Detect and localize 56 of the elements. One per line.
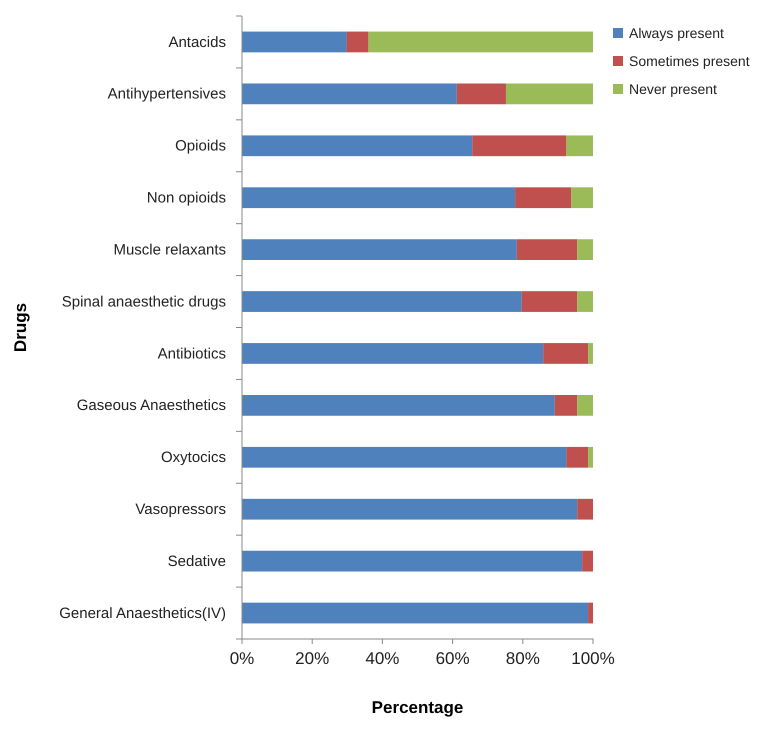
bar [242, 498, 578, 520]
bar [543, 343, 588, 364]
y-tick-label: Antacids [168, 34, 226, 51]
bar [516, 239, 578, 260]
x-tick-label: 100% [571, 649, 615, 668]
y-tick-label: General Anaesthetics(IV) [59, 604, 226, 622]
bar [554, 394, 578, 416]
bar [566, 446, 588, 468]
y-tick-label: Sedative [168, 552, 226, 570]
y-tick-label: Muscle relaxants [113, 241, 226, 258]
bar [582, 550, 593, 572]
bar [522, 291, 578, 312]
y-axis-title: Drugs [11, 302, 30, 352]
bar [577, 498, 593, 520]
bar [242, 83, 457, 104]
bar [566, 135, 593, 156]
y-tick-label: Opioids [175, 138, 226, 155]
bar [242, 187, 516, 208]
bar [588, 343, 593, 364]
y-tick-label: Spinal anaesthetic drugs [62, 293, 226, 310]
bar [368, 32, 593, 52]
x-tick-label: 80% [506, 649, 540, 668]
bar [242, 446, 566, 468]
bar [571, 187, 593, 208]
legend-label: Always present [629, 25, 724, 41]
bar [577, 291, 593, 312]
x-axis-title: Percentage [372, 698, 464, 717]
y-tick-label: Antihypertensives [108, 86, 226, 103]
y-tick-label: Oxytocics [160, 449, 226, 466]
legend-label: Sometimes present [629, 53, 750, 69]
bar [456, 83, 506, 104]
bar [588, 602, 593, 624]
bar [242, 32, 347, 52]
bar [588, 446, 593, 468]
bar [242, 394, 555, 416]
bar [242, 343, 544, 364]
bar [242, 239, 517, 260]
x-tick-label: 60% [436, 649, 470, 668]
x-tick-label: 0% [230, 649, 254, 668]
bar [242, 602, 588, 624]
bar [242, 550, 582, 572]
bar [515, 187, 572, 208]
bar [506, 83, 593, 104]
y-tick-label: Non opioids [146, 190, 226, 207]
y-tick-label: Antibiotics [158, 345, 226, 362]
y-tick-label: Vasopressors [135, 501, 226, 518]
y-tick-label: Gaseous Anaesthetics [76, 397, 226, 414]
x-tick-label: 40% [365, 649, 400, 668]
legend-label: Never present [629, 81, 718, 97]
x-tick-label: 20% [295, 649, 330, 668]
bar [242, 135, 472, 156]
bar [577, 394, 593, 416]
bar [242, 291, 522, 312]
bar [577, 239, 593, 260]
bar [472, 135, 566, 156]
bar [346, 32, 368, 52]
